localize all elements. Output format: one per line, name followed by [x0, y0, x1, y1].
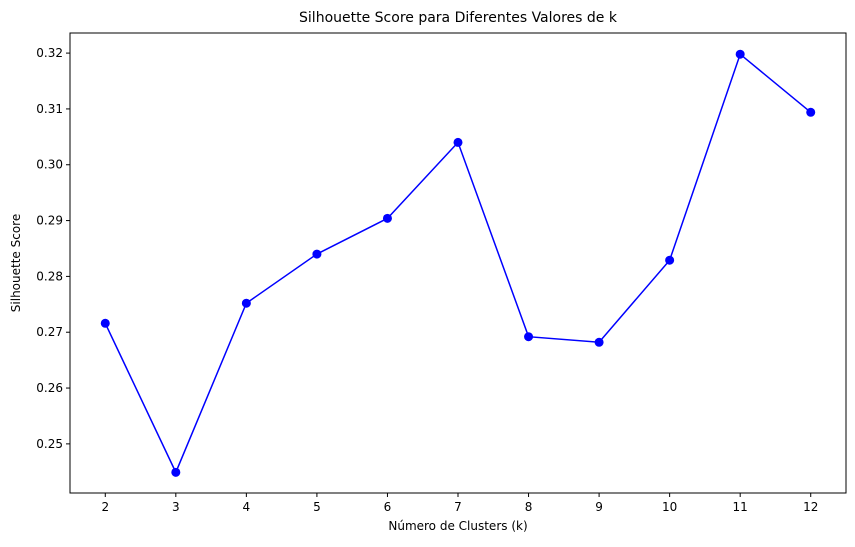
- y-tick-label: 0.31: [36, 102, 63, 116]
- x-tick-label: 8: [525, 500, 533, 514]
- chart-title: Silhouette Score para Diferentes Valores…: [299, 10, 618, 26]
- data-point: [665, 255, 675, 265]
- y-tick-label: 0.26: [36, 381, 63, 395]
- y-tick-label: 0.28: [36, 269, 63, 283]
- y-tick-label: 0.32: [36, 46, 63, 60]
- x-tick-label: 7: [454, 500, 462, 514]
- x-axis: 2 3 4 5 6 7 8 9 10 11 12: [101, 493, 818, 514]
- x-tick-label: 2: [101, 500, 109, 514]
- x-tick-label: 6: [384, 500, 392, 514]
- data-point: [594, 337, 604, 347]
- data-point: [453, 137, 463, 147]
- y-tick-label: 0.25: [36, 437, 63, 451]
- data-point: [806, 107, 816, 117]
- data-point: [241, 298, 251, 308]
- data-point: [735, 49, 745, 59]
- data-points: [100, 49, 816, 477]
- data-point: [312, 249, 322, 259]
- x-tick-label: 4: [243, 500, 251, 514]
- x-axis-label: Número de Clusters (k): [388, 519, 527, 533]
- y-tick-label: 0.30: [36, 158, 63, 172]
- x-tick-label: 9: [595, 500, 603, 514]
- y-axis-label: Silhouette Score: [9, 214, 23, 312]
- y-tick-label: 0.29: [36, 214, 63, 228]
- x-tick-label: 5: [313, 500, 321, 514]
- x-tick-label: 3: [172, 500, 180, 514]
- x-tick-label: 12: [803, 500, 818, 514]
- x-tick-label: 10: [662, 500, 677, 514]
- data-point: [171, 467, 181, 477]
- data-point: [100, 318, 110, 328]
- data-point: [524, 332, 534, 342]
- series-line: [104, 52, 812, 475]
- x-tick-label: 11: [733, 500, 748, 514]
- y-axis: 0.25 0.26 0.27 0.28 0.29 0.30 0.31 0.32: [36, 46, 70, 451]
- plot-frame: [69, 32, 847, 494]
- y-tick-label: 0.27: [36, 325, 63, 339]
- data-point: [382, 213, 392, 223]
